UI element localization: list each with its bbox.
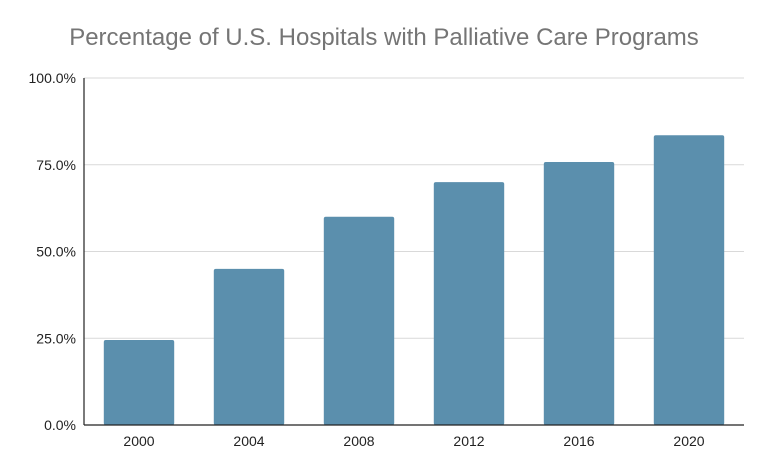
x-tick-label: 2020 bbox=[673, 433, 704, 449]
x-tick-label: 2000 bbox=[123, 433, 154, 449]
y-tick-label: 25.0% bbox=[36, 330, 76, 346]
bar bbox=[543, 161, 615, 425]
bars bbox=[103, 135, 725, 425]
bar bbox=[433, 182, 505, 425]
x-tick-label: 2016 bbox=[563, 433, 594, 449]
bar bbox=[103, 339, 175, 425]
y-tick-label: 100.0% bbox=[29, 70, 76, 86]
y-tick-label: 50.0% bbox=[36, 244, 76, 260]
bar bbox=[653, 135, 725, 425]
x-tick-label: 2008 bbox=[343, 433, 374, 449]
y-tick-label: 75.0% bbox=[36, 157, 76, 173]
axes bbox=[83, 78, 744, 426]
gridlines bbox=[84, 77, 744, 339]
x-tick-label: 2012 bbox=[453, 433, 484, 449]
y-tick-label: 0.0% bbox=[44, 417, 76, 433]
bar bbox=[213, 268, 285, 425]
chart-title: Percentage of U.S. Hospitals with Pallia… bbox=[69, 24, 699, 51]
x-tick-label: 2004 bbox=[233, 433, 264, 449]
bar bbox=[323, 216, 395, 425]
tick-labels: 0.0% 25.0% 50.0% 75.0% 100.0% 2000 2004 2008 201… bbox=[29, 70, 705, 449]
